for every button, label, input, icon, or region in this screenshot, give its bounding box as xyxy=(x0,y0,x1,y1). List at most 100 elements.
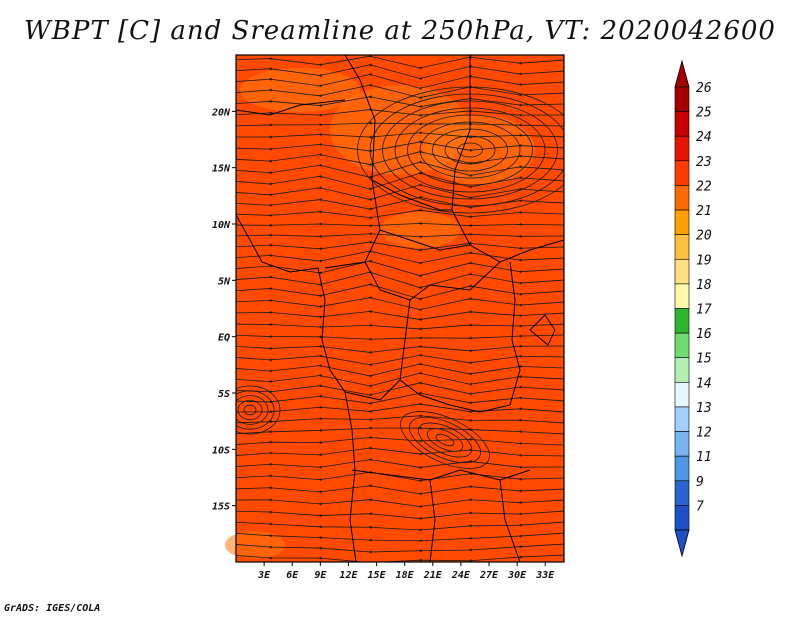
streamline xyxy=(236,221,564,228)
circulation-ring xyxy=(457,142,483,158)
streamline xyxy=(236,282,564,301)
colorbar-label: 22 xyxy=(696,179,712,194)
circulation-ring xyxy=(444,135,496,165)
colorbar-label: 15 xyxy=(696,352,712,367)
streamline xyxy=(236,72,564,91)
lat-tick-label: 5S xyxy=(218,389,230,400)
streamline xyxy=(236,121,564,127)
colorbar-segment xyxy=(674,505,690,531)
colorbar-segment xyxy=(674,480,690,506)
circulation-ring xyxy=(417,422,473,458)
colorbar-label: 13 xyxy=(696,401,712,416)
colorbar-segment xyxy=(674,332,690,359)
colorbar-label: 18 xyxy=(696,278,712,293)
streamline xyxy=(236,435,564,446)
colorbar-segment xyxy=(674,431,690,457)
lon-tick-label: 9E xyxy=(314,570,327,581)
colorbar-label: 20 xyxy=(696,229,712,244)
colorbar-segment xyxy=(674,406,690,432)
colorbar-label: 21 xyxy=(696,204,712,219)
border-line xyxy=(529,314,556,346)
lon-tick-label: 30E xyxy=(507,570,527,581)
circulation-ring xyxy=(236,385,281,435)
streamline xyxy=(236,160,564,179)
streamline xyxy=(236,381,564,397)
streamline xyxy=(236,484,564,496)
streamline xyxy=(236,249,564,265)
wbpt-patch xyxy=(225,531,285,559)
streamline xyxy=(236,402,564,414)
colorbar-segment xyxy=(674,135,690,162)
streamline xyxy=(236,240,564,252)
lon-tick-label: 21E xyxy=(423,570,443,581)
border-line xyxy=(364,261,501,301)
border-line xyxy=(344,379,401,401)
streamline xyxy=(236,270,564,290)
circulation-ring xyxy=(435,433,455,447)
streamline xyxy=(236,107,564,117)
streamline xyxy=(236,532,564,543)
circulation-ring xyxy=(409,416,481,464)
longitude-axis: 3E 6E 9E 12E 15E 18E 21E 24E 27E 30E 33E xyxy=(257,562,555,581)
colorbar-label: 9 xyxy=(696,475,704,490)
streamline xyxy=(236,309,564,322)
colorbar-label: 26 xyxy=(696,81,712,96)
colorbar-label: 12 xyxy=(696,426,712,441)
colorbar-segment xyxy=(674,86,690,112)
circulation-ring xyxy=(236,395,269,425)
lon-tick-label: 6E xyxy=(286,570,299,581)
colorbar-segment xyxy=(674,283,690,309)
colorbar-label: 14 xyxy=(696,376,712,391)
streamline xyxy=(236,195,564,211)
streamline xyxy=(236,95,564,109)
lat-tick-label: EQ xyxy=(218,333,230,344)
colorbar-segment xyxy=(674,308,690,334)
colorbar-label: 24 xyxy=(696,130,712,145)
lat-tick-label: 15S xyxy=(212,502,230,513)
colorbar-segment xyxy=(674,209,690,235)
border-line xyxy=(499,479,521,562)
grads-credit: GrADS: IGES/COLA xyxy=(4,603,101,614)
lat-tick-label: 5N xyxy=(218,276,231,287)
country-borders xyxy=(236,55,564,562)
streamline xyxy=(236,543,564,554)
streamline xyxy=(236,371,564,388)
colorbar-label: 19 xyxy=(696,253,712,268)
colorbar: 26 25 24 23 22 21 20 19 18 17 16 15 14 13 12 11 9 7 xyxy=(674,59,712,558)
streamline xyxy=(236,353,564,367)
circulation-ring xyxy=(243,404,257,416)
colorbar-label: 17 xyxy=(696,303,712,318)
streamline xyxy=(236,259,564,278)
streamline xyxy=(236,55,564,70)
colorbar-label: 7 xyxy=(696,499,704,514)
colorbar-segment xyxy=(674,357,690,383)
streamlines xyxy=(236,55,564,562)
border-line xyxy=(509,261,521,406)
streamline xyxy=(236,458,564,470)
colorbar-segment xyxy=(674,455,690,482)
lon-tick-label: 15E xyxy=(368,570,387,581)
border-line xyxy=(351,469,531,481)
streamline xyxy=(236,521,564,532)
streamline xyxy=(236,150,564,167)
border-line xyxy=(451,55,564,263)
lat-tick-label: 20N xyxy=(211,107,231,118)
colorbar-label: 25 xyxy=(696,106,712,121)
colorbar-segment xyxy=(674,185,690,211)
colorbar-label: 16 xyxy=(696,327,712,342)
colorbar-segment xyxy=(674,234,690,260)
colorbar-segment xyxy=(674,160,690,186)
lon-tick-label: 12E xyxy=(339,570,358,581)
lat-tick-label: 10S xyxy=(212,445,230,456)
circulation-ring xyxy=(426,428,464,452)
streamline xyxy=(236,83,564,100)
streamline xyxy=(236,171,564,191)
lon-tick-label: 27E xyxy=(479,570,499,581)
colorbar-segment xyxy=(674,382,690,408)
wbpt-shading xyxy=(225,55,564,562)
streamline xyxy=(236,131,564,139)
streamline xyxy=(236,510,564,521)
border-line xyxy=(399,299,511,413)
streamline xyxy=(236,63,564,81)
streamline xyxy=(236,414,564,424)
